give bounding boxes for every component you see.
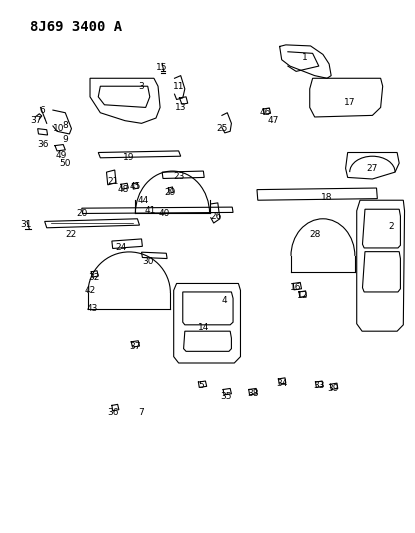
Text: 23: 23: [173, 172, 184, 181]
Text: 37: 37: [129, 342, 141, 351]
Text: 16: 16: [290, 283, 302, 292]
Text: 17: 17: [344, 98, 356, 107]
Text: 26: 26: [210, 212, 222, 221]
Text: 1: 1: [301, 53, 307, 62]
Text: 49: 49: [56, 151, 67, 160]
Text: 31: 31: [20, 220, 32, 229]
Text: 8J69 3400 A: 8J69 3400 A: [30, 20, 122, 34]
Text: 45: 45: [129, 182, 141, 191]
Text: 14: 14: [198, 323, 209, 332]
Text: 11: 11: [173, 82, 184, 91]
Text: 9: 9: [62, 135, 68, 144]
Text: 12: 12: [297, 291, 308, 300]
Text: 32: 32: [88, 272, 100, 281]
Text: 33: 33: [313, 381, 325, 390]
Text: 21: 21: [107, 177, 118, 186]
Text: 6: 6: [40, 106, 46, 115]
Text: 4: 4: [221, 296, 227, 305]
Text: 40: 40: [159, 209, 170, 218]
Text: 10: 10: [54, 124, 65, 133]
Text: 7: 7: [139, 408, 144, 417]
Text: 29: 29: [165, 188, 176, 197]
Text: 35: 35: [220, 392, 232, 401]
Text: 34: 34: [276, 378, 287, 387]
Text: 5: 5: [198, 381, 204, 390]
Text: 48: 48: [117, 185, 129, 194]
Text: 20: 20: [76, 209, 88, 218]
Text: 46: 46: [259, 108, 271, 117]
Text: 18: 18: [321, 193, 333, 202]
Text: 19: 19: [123, 154, 135, 163]
Text: 13: 13: [175, 103, 186, 112]
Text: 8: 8: [62, 122, 68, 131]
Text: 15: 15: [156, 63, 168, 72]
Text: 2: 2: [388, 222, 394, 231]
Text: 3: 3: [139, 82, 144, 91]
Text: 24: 24: [115, 244, 127, 253]
Text: 41: 41: [144, 206, 156, 215]
Text: 43: 43: [86, 304, 98, 313]
Text: 36: 36: [37, 140, 49, 149]
Text: 39: 39: [327, 384, 339, 393]
Text: 27: 27: [367, 164, 378, 173]
Text: 30: 30: [142, 257, 154, 265]
Text: 36: 36: [107, 408, 118, 417]
Text: 47: 47: [268, 116, 279, 125]
Text: 50: 50: [59, 159, 71, 167]
Text: 38: 38: [247, 389, 259, 398]
Text: 37: 37: [31, 116, 42, 125]
Text: 42: 42: [84, 286, 95, 295]
Text: 44: 44: [138, 196, 149, 205]
Text: 28: 28: [309, 230, 320, 239]
Text: 25: 25: [216, 124, 227, 133]
Text: 22: 22: [66, 230, 77, 239]
